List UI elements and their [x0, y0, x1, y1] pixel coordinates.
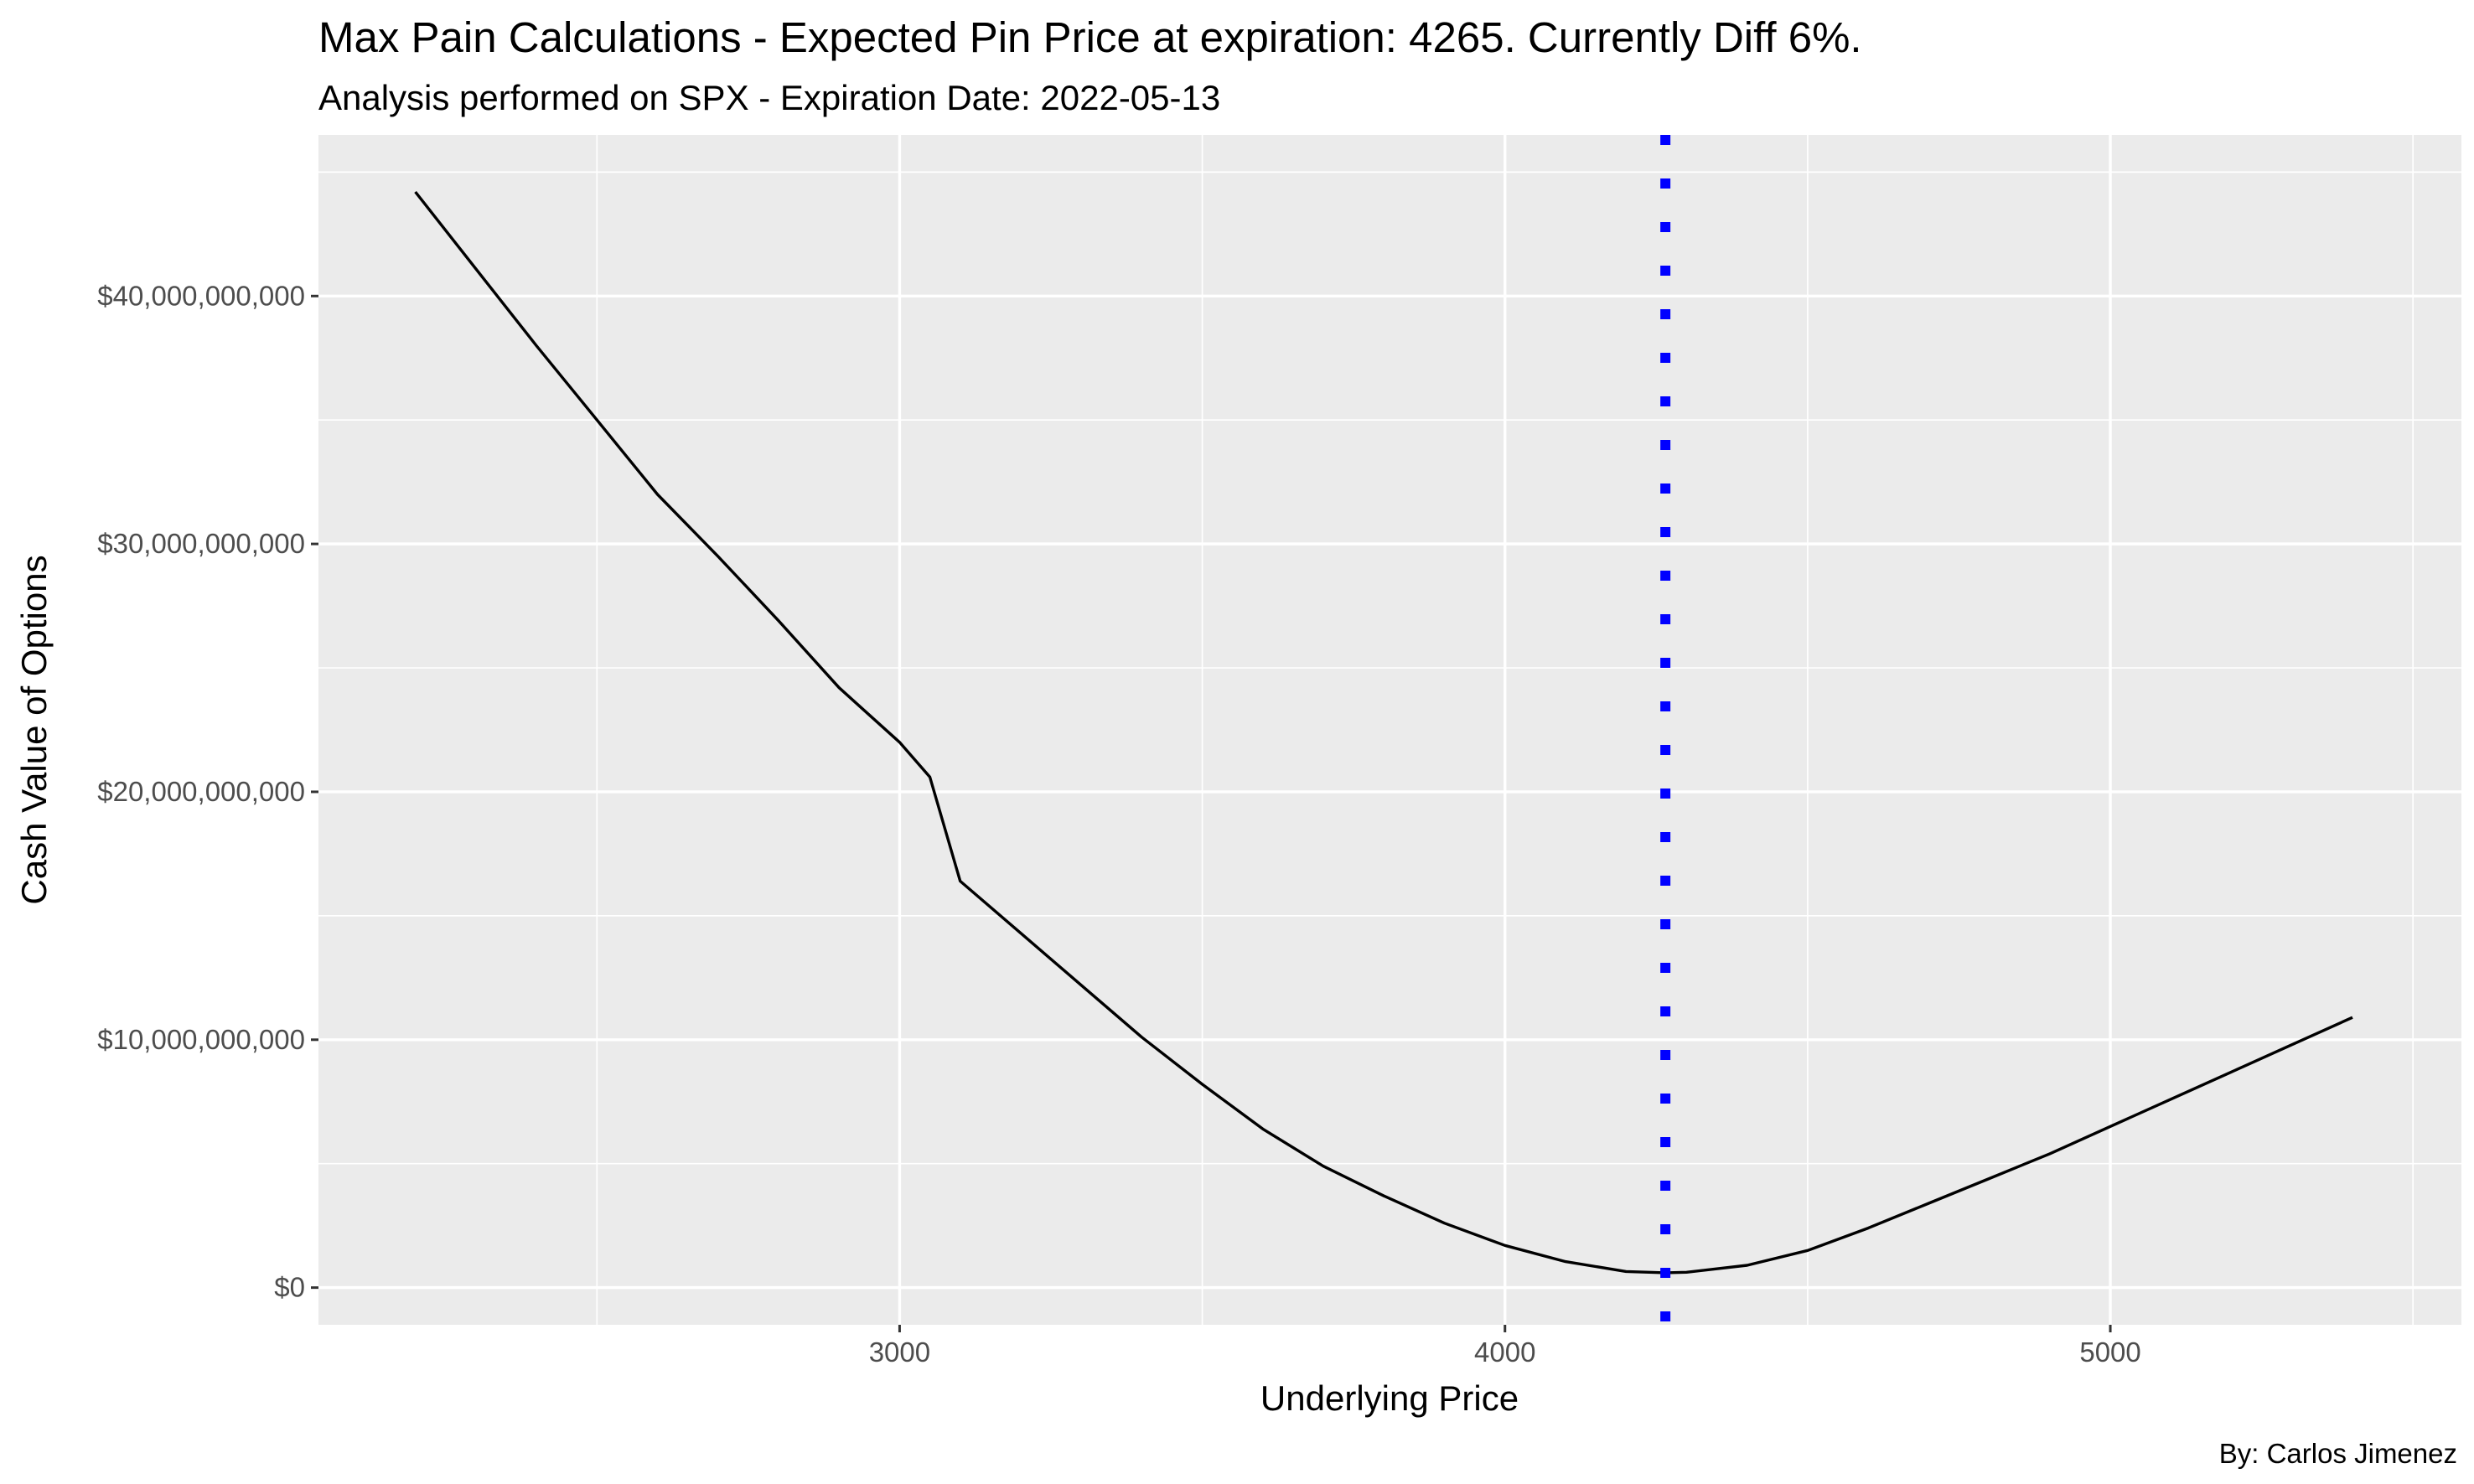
major-gridlines: [318, 135, 2461, 1325]
plot-panel: [318, 135, 2461, 1325]
minor-gridlines: [318, 135, 2461, 1325]
chart-title: Max Pain Calculations - Expected Pin Pri…: [318, 13, 1862, 61]
x-axis: 3000 4000 5000: [869, 1325, 2141, 1368]
chart-subtitle: Analysis performed on SPX - Expiration D…: [318, 78, 1220, 117]
series-group: [414, 190, 2353, 1275]
x-tick-label: 5000: [2079, 1337, 2140, 1368]
y-axis: $0 $10,000,000,000 $20,000,000,000 $30,000,…: [97, 280, 318, 1303]
x-axis-title: Underlying Price: [1260, 1378, 1519, 1418]
y-tick-label: $20,000,000,000: [97, 776, 305, 807]
x-tick-label: 3000: [869, 1337, 930, 1368]
y-tick-label: $30,000,000,000: [97, 528, 305, 559]
x-tick-label: 4000: [1474, 1337, 1535, 1368]
y-tick-label: $40,000,000,000: [97, 280, 305, 311]
y-tick-label: $10,000,000,000: [97, 1024, 305, 1055]
y-axis-title: Cash Value of Options: [14, 555, 54, 904]
chart-caption: By: Carlos Jimenez: [2219, 1438, 2457, 1469]
y-tick-label: $0: [274, 1272, 305, 1303]
max-pain-series-line: [414, 190, 2353, 1275]
